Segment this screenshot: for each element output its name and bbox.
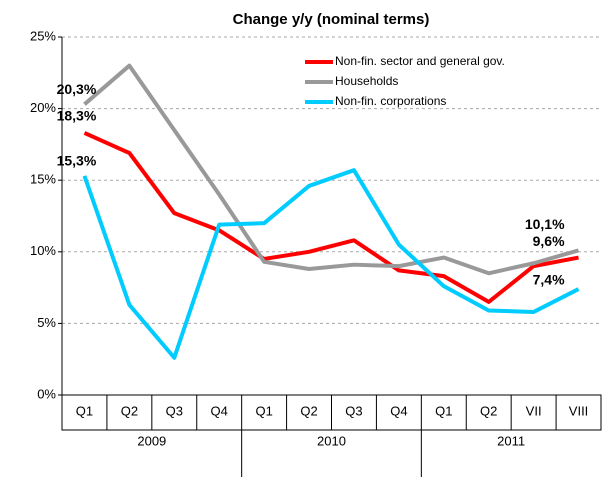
x-tick-label: Q2 — [480, 403, 497, 418]
y-tick-label: 25% — [30, 28, 56, 43]
data-label: 9,6% — [533, 233, 565, 249]
series-line — [82, 168, 580, 360]
x-tick-label: Q4 — [211, 403, 228, 418]
x-group-label: 2010 — [317, 433, 346, 448]
x-group-label: 2009 — [137, 433, 166, 448]
x-tick-label: Q4 — [390, 403, 407, 418]
series-line — [83, 131, 579, 304]
x-tick-label: VIII — [569, 403, 589, 418]
x-tick-label: Q2 — [121, 403, 138, 418]
data-label: 15,3% — [57, 153, 97, 169]
legend-label: Households — [335, 74, 398, 88]
data-label: 20,3% — [57, 81, 97, 97]
legend-label: Non-fin. sector and general gov. — [335, 54, 505, 68]
legend-label: Non-fin. corporations — [335, 94, 446, 108]
x-tick-label: Q3 — [345, 403, 362, 418]
x-tick-label: Q2 — [300, 403, 317, 418]
y-tick-label: 10% — [30, 243, 56, 258]
y-tick-label: 20% — [30, 100, 56, 115]
x-tick-label: VII — [526, 403, 542, 418]
data-label: 10,1% — [525, 216, 565, 232]
x-tick-label: Q1 — [435, 403, 452, 418]
x-tick-label: Q3 — [166, 403, 183, 418]
x-group-label: 2011 — [497, 433, 525, 448]
y-tick-label: 15% — [30, 172, 56, 187]
x-tick-label: Q1 — [76, 403, 93, 418]
chart-title: Change y/y (nominal terms) — [233, 11, 430, 28]
y-tick-label: 0% — [37, 386, 56, 401]
x-tick-label: Q1 — [255, 403, 272, 418]
y-tick-label: 5% — [37, 315, 56, 330]
series-line — [83, 63, 580, 276]
data-label: 7,4% — [533, 272, 565, 288]
data-label: 18,3% — [57, 108, 97, 124]
